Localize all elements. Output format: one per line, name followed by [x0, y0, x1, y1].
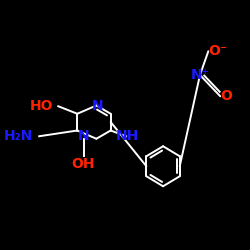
Text: H₂N: H₂N — [4, 129, 33, 143]
Text: N: N — [92, 99, 103, 113]
Text: HO: HO — [30, 99, 54, 113]
Text: NH: NH — [116, 129, 139, 143]
Text: O⁻: O⁻ — [208, 44, 228, 58]
Text: N: N — [78, 129, 89, 143]
Text: O: O — [220, 89, 232, 103]
Text: OH: OH — [72, 157, 95, 171]
Text: N⁺: N⁺ — [190, 68, 210, 82]
